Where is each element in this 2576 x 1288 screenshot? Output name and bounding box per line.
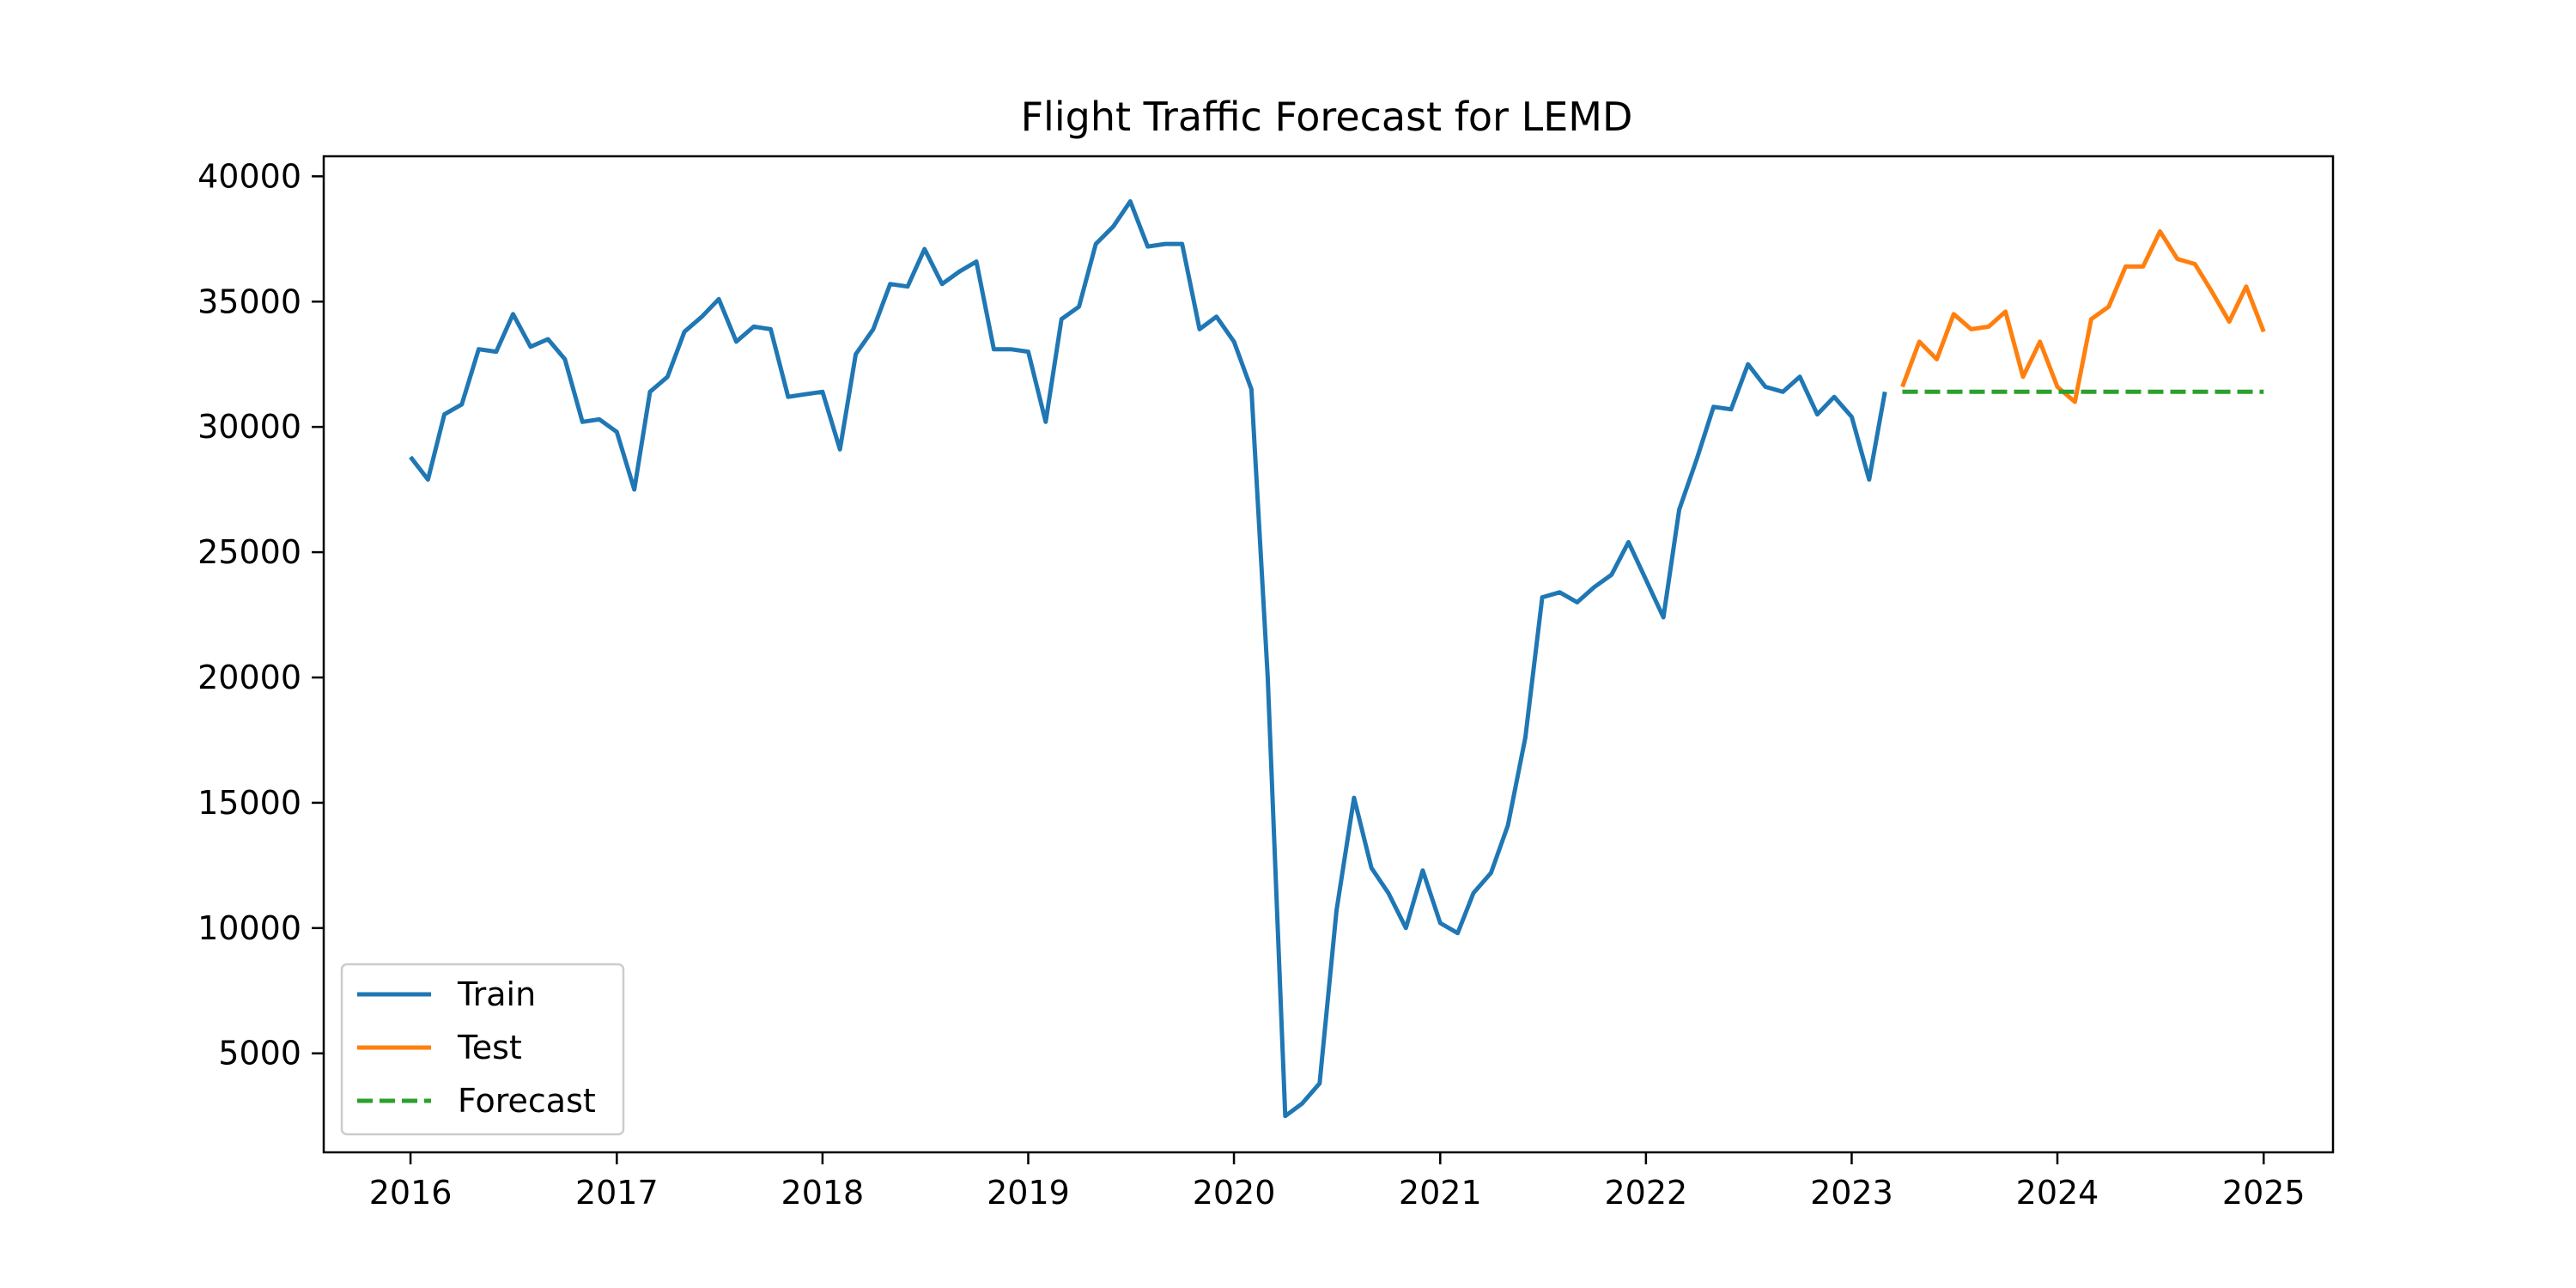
x-tick-label: 2018	[781, 1174, 865, 1212]
chart-title: Flight Traffic Forecast for LEMD	[1021, 94, 1633, 140]
x-tick-label: 2020	[1193, 1174, 1276, 1212]
legend-label-forecast: Forecast	[458, 1082, 596, 1120]
x-tick-label: 2023	[1810, 1174, 1893, 1212]
y-tick-label: 15000	[197, 784, 301, 822]
plot-series	[409, 199, 2266, 1119]
series-line-train	[409, 199, 1887, 1119]
y-tick-label: 35000	[197, 283, 301, 320]
y-tick-label: 30000	[197, 408, 301, 446]
plot-frame	[322, 155, 2335, 1154]
x-tick-label: 2016	[369, 1174, 453, 1212]
x-tick-label: 2024	[2016, 1174, 2099, 1212]
y-tick-label: 40000	[197, 157, 301, 195]
series-line-test	[1900, 229, 2266, 404]
y-tick-label: 25000	[197, 533, 301, 571]
x-tick-label: 2022	[1605, 1174, 1688, 1212]
axes: 2016 2017 2018 2019 2020 2021 2022 2023 2024 2025…	[197, 155, 2335, 1212]
legend-label-test: Test	[457, 1029, 522, 1066]
x-tick-label: 2021	[1399, 1174, 1482, 1212]
y-tick-label: 20000	[197, 659, 301, 696]
legend-label-train: Train	[457, 975, 536, 1013]
x-tick-label: 2017	[575, 1174, 659, 1212]
y-tick-label: 10000	[197, 909, 301, 947]
legend: Train Test Forecast	[340, 963, 625, 1136]
x-tick-label: 2025	[2222, 1174, 2306, 1212]
legend-box	[340, 963, 625, 1136]
y-tick-label: 5000	[218, 1035, 301, 1072]
x-tick-label: 2019	[987, 1174, 1070, 1212]
